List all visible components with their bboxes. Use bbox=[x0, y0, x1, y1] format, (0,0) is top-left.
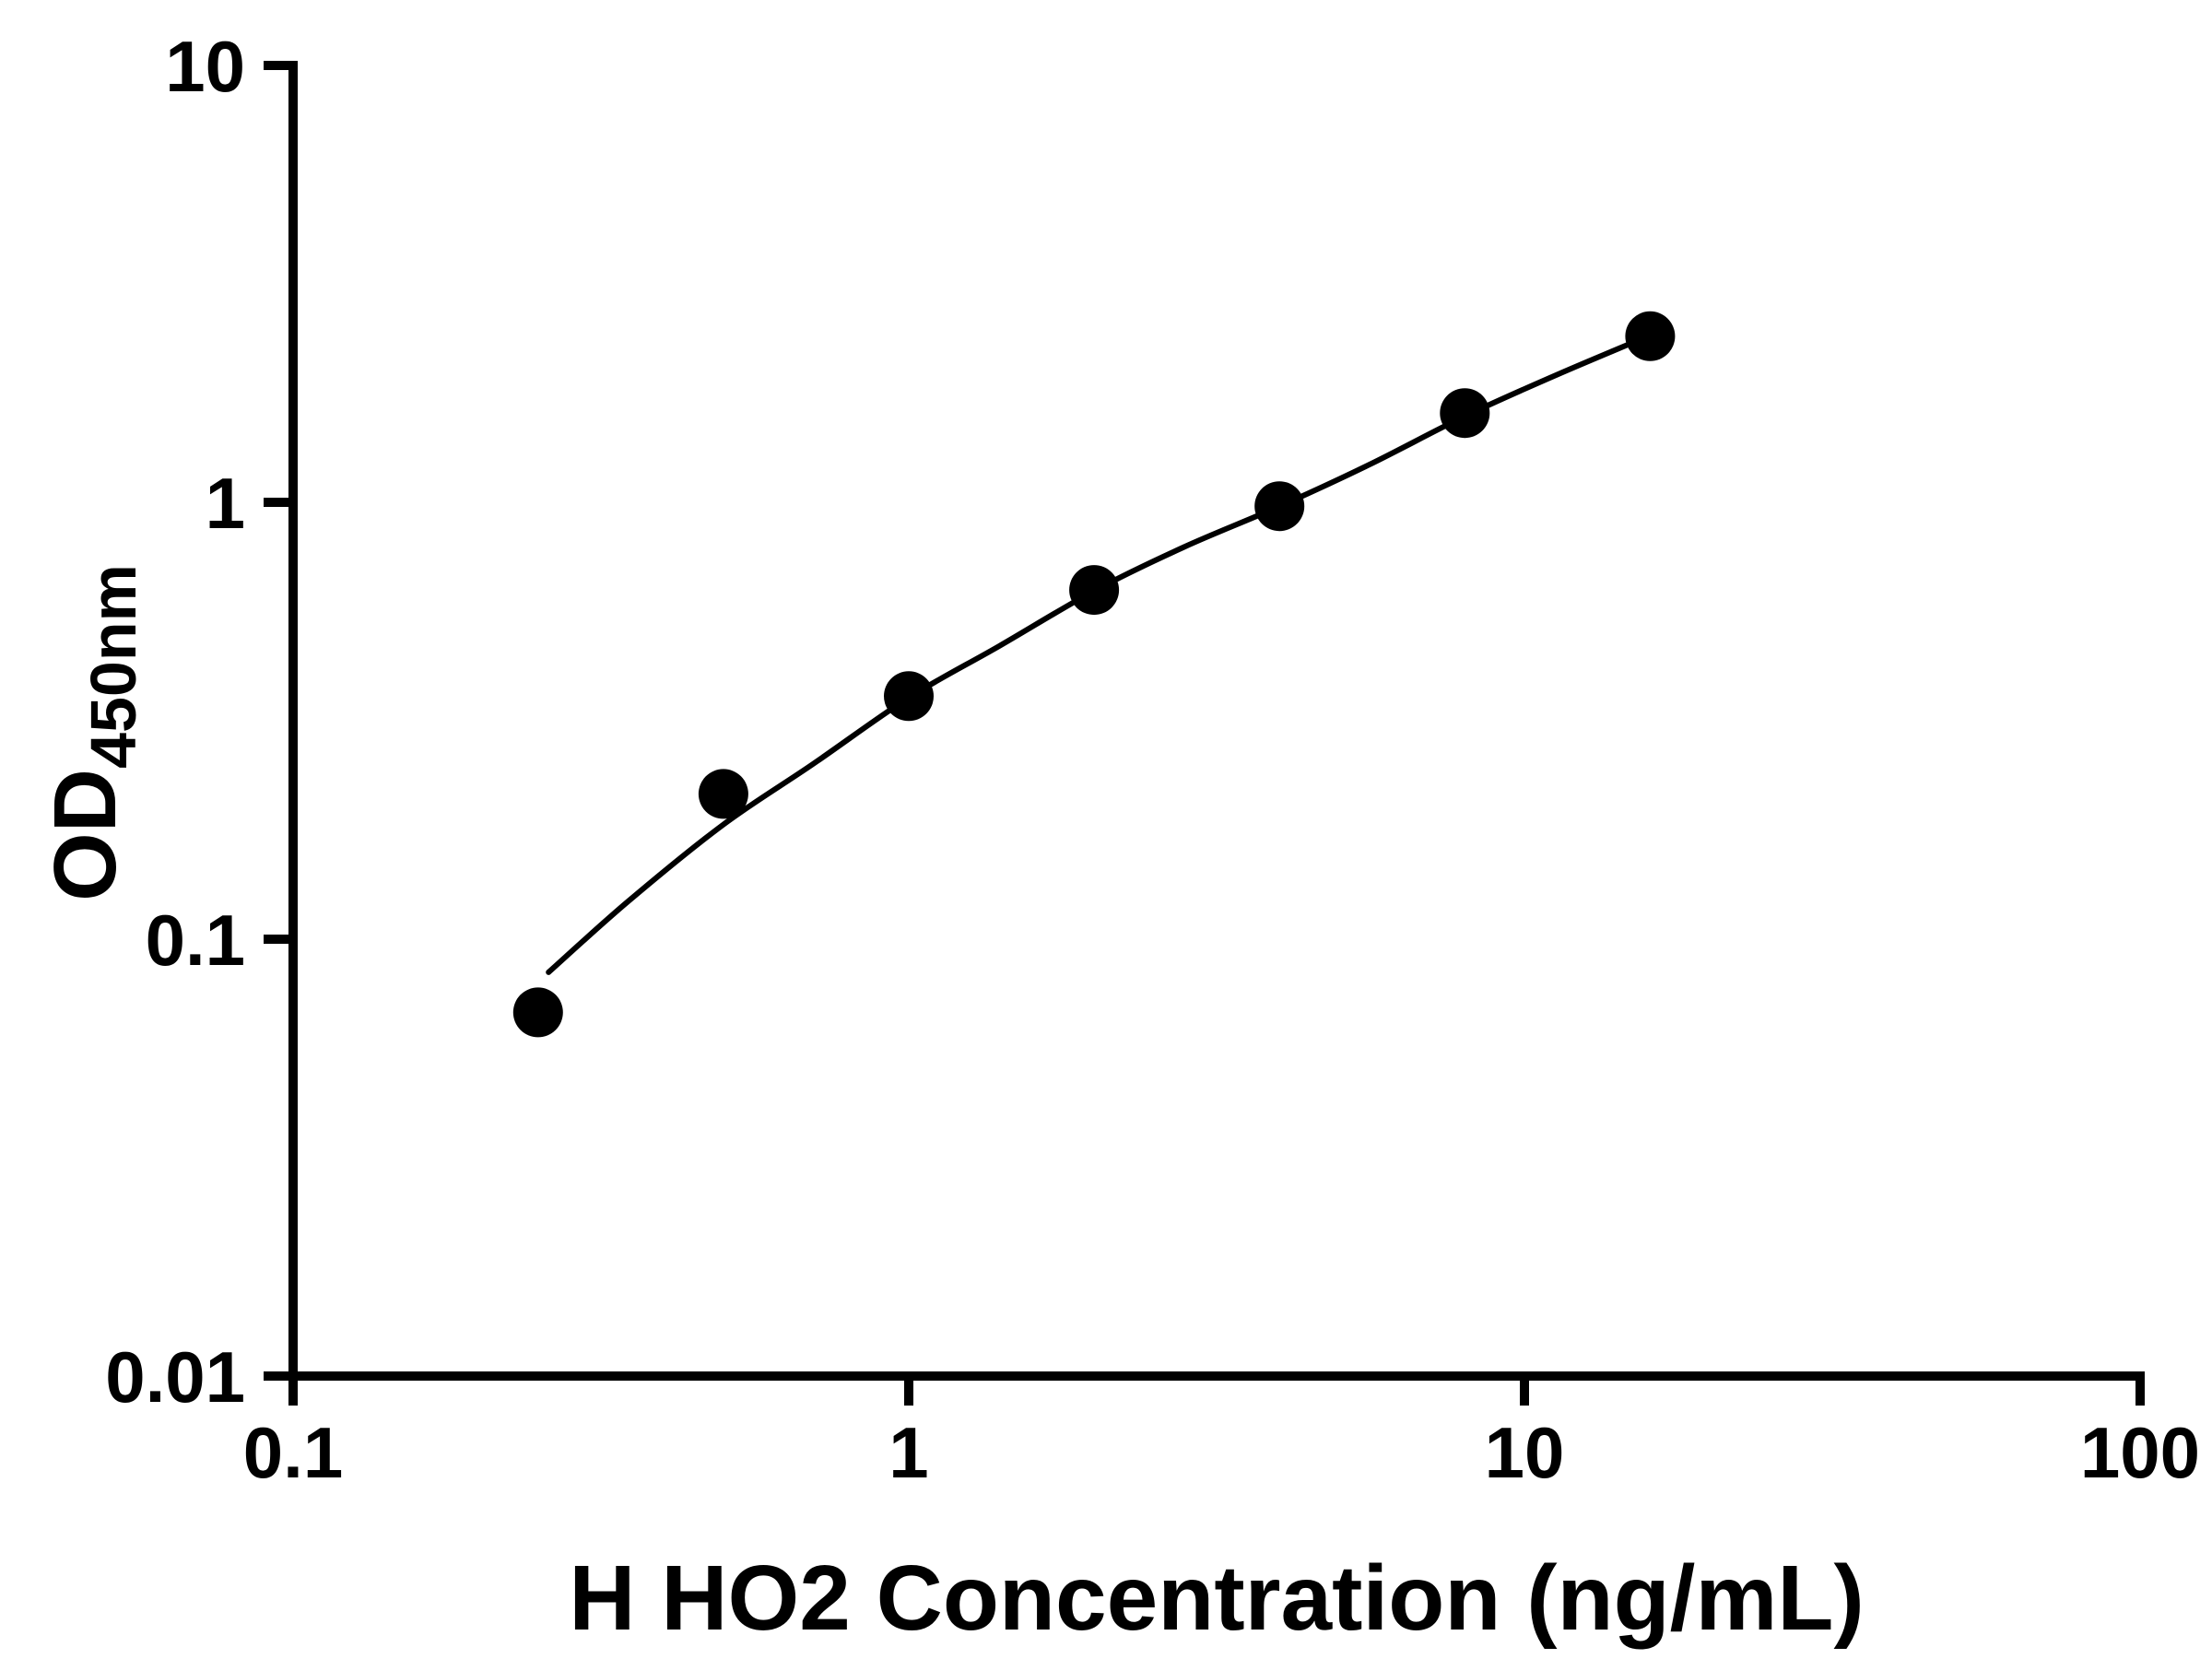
y-tick-label: 0.1 bbox=[146, 900, 245, 981]
x-tick-label: 100 bbox=[2080, 1412, 2200, 1493]
data-point bbox=[512, 987, 563, 1038]
y-tick-label: 0.01 bbox=[105, 1336, 245, 1418]
data-point bbox=[698, 769, 748, 819]
data-point bbox=[1440, 388, 1490, 439]
data-point bbox=[1625, 311, 1676, 361]
y-axis-title: OD450nm bbox=[36, 564, 149, 901]
y-tick-label: 10 bbox=[165, 26, 245, 107]
y-axis-title-main: OD bbox=[36, 769, 135, 901]
data-point bbox=[884, 671, 934, 722]
x-axis-title: H HO2 Concentration (ng/mL) bbox=[569, 1547, 1865, 1650]
data-point bbox=[1254, 481, 1305, 532]
x-tick-label: 1 bbox=[888, 1412, 928, 1493]
y-axis-title-subscript: 450nm bbox=[77, 564, 149, 769]
fit-curve bbox=[546, 332, 1653, 975]
x-tick-label: 10 bbox=[1485, 1412, 1565, 1493]
data-point bbox=[1069, 565, 1120, 616]
x-tick-label: 0.1 bbox=[243, 1412, 343, 1493]
y-tick-label: 1 bbox=[206, 463, 245, 544]
